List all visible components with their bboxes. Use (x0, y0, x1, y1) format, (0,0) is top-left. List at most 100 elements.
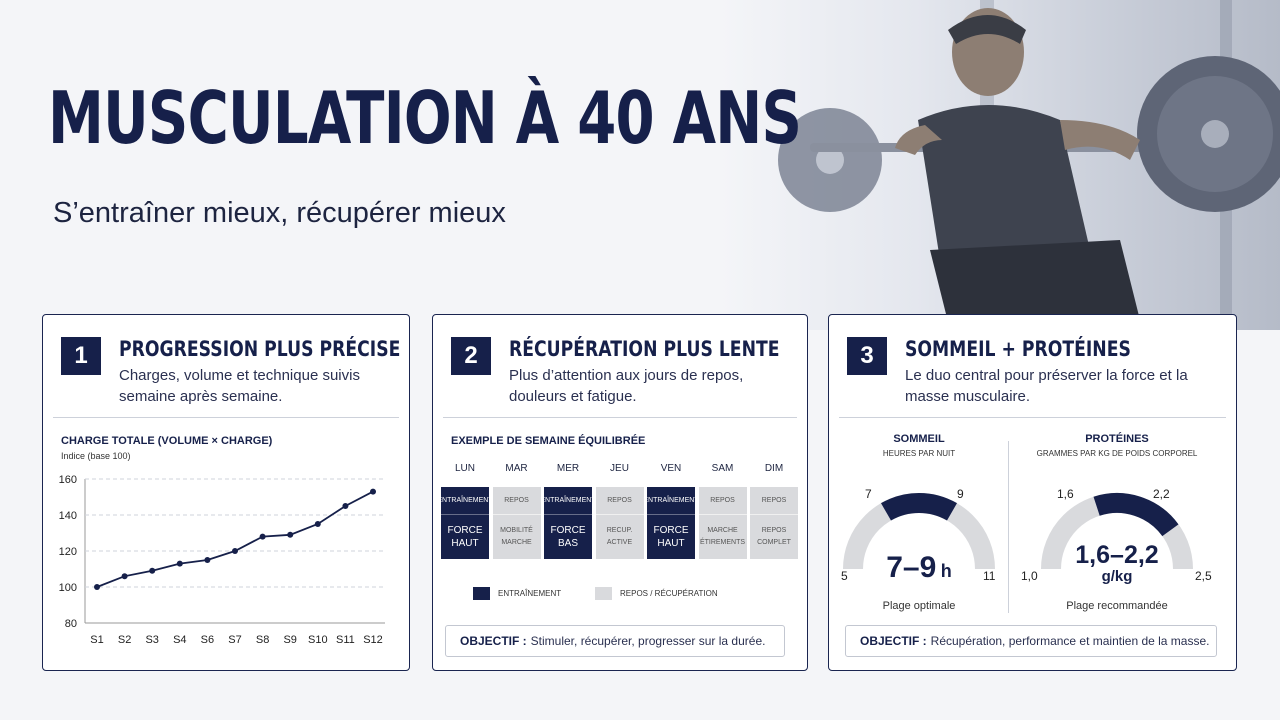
card-title: PROGRESSION PLUS PRÉCISE (119, 337, 401, 361)
objective-label: OBJECTIF : (860, 634, 927, 648)
card-description: Le duo central pour préserver la force e… (905, 367, 1188, 405)
day-activity-type: ENTRAÎNEMENT (437, 487, 493, 515)
card-recovery: 2 RÉCUPÉRATION PLUS LENTE Plus d’attenti… (432, 314, 808, 671)
day-name: DIM (764, 463, 784, 474)
card-title: SOMMEIL + PROTÉINES (905, 337, 1131, 361)
day-activity-type: REPOS (595, 487, 644, 515)
gauge-optimal-band (881, 493, 957, 521)
day-activity-detail: FORCE BAS (550, 525, 586, 549)
objective-text: Récupération, performance et maintien de… (930, 634, 1210, 648)
x-tick-label: S12 (363, 634, 383, 646)
day-activity-detail: FORCE HAUT (447, 525, 483, 549)
divider (443, 417, 797, 418)
chart-subtitle: Indice (base 100) (61, 451, 131, 461)
legend-rest-label: REPOS / RÉCUPÉRATION (620, 589, 718, 598)
day-activity-box: ENTRAÎNEMENT FORCE BAS (540, 487, 596, 559)
protein-gauge-high-label: 2,2 (1153, 487, 1170, 501)
day-activity-box: REPOS MOBILITÉ MARCHE (492, 487, 541, 559)
card-number-badge: 1 (61, 337, 101, 375)
sleep-gauge-caption: Plage optimale (882, 600, 956, 612)
card-progression: 1 PROGRESSION PLUS PRÉCISE Charges, volu… (42, 314, 410, 671)
vertical-divider (1008, 441, 1009, 613)
x-tick-label: S3 (145, 634, 158, 646)
day-activity-type: REPOS (492, 487, 541, 515)
data-point (287, 531, 294, 538)
card-sleep-protein: 3 SOMMEIL + PROTÉINES Le duo central pou… (828, 314, 1237, 671)
day-name: SAM (711, 463, 734, 474)
sleep-gauge-low-label: 7 (865, 487, 872, 501)
card-description: Plus d’attention aux jours de repos, dou… (509, 367, 744, 405)
objective-box: OBJECTIF : Stimuler, récupérer, progress… (445, 625, 785, 657)
data-point (314, 521, 321, 527)
day-activity-box: REPOS REPOS COMPLET (750, 487, 798, 559)
day-column-lun: LUN ENTRAÎNEMENT FORCE HAUT (437, 463, 493, 559)
sleep-gauge-arc (843, 493, 995, 570)
x-tick-label: S2 (118, 634, 131, 646)
hero-photo-athlete-squat (720, 0, 1280, 330)
legend-rest: REPOS / RÉCUPÉRATION (595, 587, 718, 600)
sleep-gauge-title: SOMMEIL (893, 433, 945, 445)
x-tick-label: S11 (336, 634, 355, 646)
day-activity-type: ENTRAÎNEMENT (540, 487, 596, 515)
objective-box: OBJECTIF : Récupération, performance et … (845, 625, 1217, 657)
protein-unit-text: g/kg (1101, 568, 1133, 585)
protein-gauge-value: 1,6–2,2 g/kg (1027, 543, 1207, 585)
card-description: Charges, volume et technique suivis sema… (119, 367, 360, 405)
x-tick-label: S7 (228, 634, 241, 646)
divider (839, 417, 1226, 418)
protein-gauge-low-label: 1,6 (1057, 487, 1074, 501)
data-point (232, 548, 238, 554)
y-tick-label: 100 (59, 582, 77, 594)
x-tick-label: S8 (256, 634, 269, 646)
data-point (121, 573, 128, 580)
day-activity-box: ENTRAÎNEMENT FORCE HAUT (643, 487, 699, 559)
divider (53, 417, 399, 418)
load-line-chart: 80 100 120 140 160 S1 S2 S3 S4 S6 S7 S8 S9 S10 S11 S12 (59, 474, 385, 646)
sleep-gauge-value: 7–9 h (829, 551, 1009, 585)
page-subtitle: S’entraîner mieux, récupérer mieux (53, 197, 506, 229)
legend-training-label: ENTRAÎNEMENT (498, 589, 562, 598)
data-point (149, 567, 156, 574)
protein-gauge-caption: Plage recommandée (1066, 600, 1168, 612)
day-activity-box: REPOS RECUP. ACTIVE (595, 487, 644, 559)
gauge-optimal-band (1093, 493, 1179, 537)
protein-gauge: PROTÉINES GRAMMES PAR KG DE POIDS CORPOR… (1021, 433, 1212, 612)
x-tick-label: S10 (308, 634, 328, 646)
page-title: MUSCULATION À 40 ANS (48, 76, 802, 160)
y-tick-label: 140 (59, 510, 77, 522)
data-point (94, 584, 100, 590)
sleep-gauge-high-label: 9 (957, 487, 964, 501)
y-tick-label: 80 (65, 618, 77, 630)
x-tick-label: S1 (90, 634, 103, 646)
y-tick-label: 120 (59, 546, 77, 558)
day-activity-detail: MARCHE ÉTIREMENTS (699, 527, 746, 546)
day-column-mer: MER ENTRAÎNEMENT FORCE BAS (540, 463, 596, 559)
objective-text: Stimuler, récupérer, progresser sur la d… (530, 634, 766, 648)
day-activity-type: REPOS (698, 487, 747, 515)
legend-training-swatch (473, 587, 490, 600)
day-name: MAR (505, 463, 528, 474)
sleep-value-text: 7–9 (886, 551, 937, 584)
day-column-jeu: JEU REPOS RECUP. ACTIVE (595, 463, 644, 559)
protein-gauge-max-label: 2,5 (1195, 569, 1212, 583)
chart-title: CHARGE TOTALE (VOLUME × CHARGE) (61, 435, 273, 447)
protein-gauge-arc (1041, 493, 1193, 570)
day-activity-detail: REPOS COMPLET (757, 527, 791, 546)
day-name: JEU (610, 463, 629, 474)
protein-gauge-title: PROTÉINES (1085, 433, 1149, 445)
x-tick-label: S9 (283, 634, 296, 646)
day-activity-detail: MOBILITÉ MARCHE (500, 527, 533, 546)
data-point (342, 503, 349, 509)
data-point (204, 557, 211, 563)
sleep-gauge: SOMMEIL HEURES PAR NUIT 7 9 5 11 7–9 h P… (829, 433, 1009, 612)
card-title: RÉCUPÉRATION PLUS LENTE (509, 337, 780, 361)
series-line (96, 490, 374, 588)
data-point (370, 488, 376, 495)
data-point (176, 560, 183, 567)
day-column-sam: SAM REPOS MARCHE ÉTIREMENTS (698, 463, 747, 559)
card-number-badge: 2 (451, 337, 491, 375)
day-activity-detail: RECUP. ACTIVE (606, 527, 633, 546)
protein-gauge-subtitle: GRAMMES PAR KG DE POIDS CORPOREL (1036, 449, 1198, 458)
sleep-unit-text: h (940, 561, 952, 581)
data-point (259, 533, 266, 540)
